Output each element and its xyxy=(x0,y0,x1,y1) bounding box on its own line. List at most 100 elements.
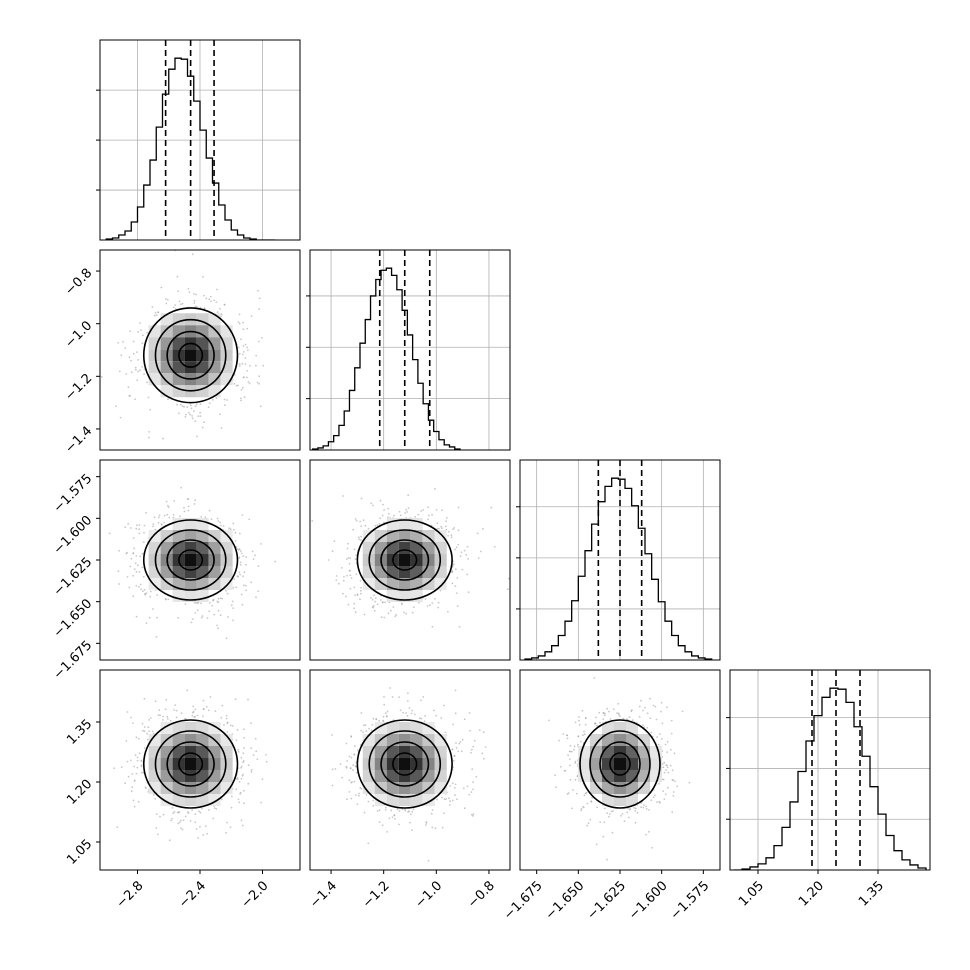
scatter-point xyxy=(393,814,396,816)
contour-line xyxy=(166,741,215,787)
scatter-point xyxy=(162,437,164,440)
scatter-point xyxy=(145,787,147,790)
scatter-point xyxy=(171,817,174,820)
histogram-bars-0 xyxy=(105,57,275,240)
contour-line xyxy=(166,539,215,581)
scatter-point xyxy=(172,812,175,814)
scatter-point xyxy=(258,308,260,311)
scatter-point xyxy=(456,798,458,801)
scatter-point xyxy=(142,575,145,578)
scatter-point xyxy=(216,624,219,627)
scatter-point xyxy=(372,799,374,802)
scatter-point xyxy=(149,717,152,719)
scatter-point xyxy=(578,716,580,718)
scatter-point xyxy=(140,764,143,767)
scatter-point xyxy=(162,715,165,718)
scatter-point xyxy=(142,334,144,337)
density-cell xyxy=(172,746,185,758)
scatter-point xyxy=(676,785,678,788)
scatter-point xyxy=(223,724,225,726)
scatter-point xyxy=(238,557,240,559)
density-cell xyxy=(220,554,233,566)
scatter-point xyxy=(235,384,238,387)
scatter-point xyxy=(127,386,130,389)
scatter-point xyxy=(196,435,198,438)
contour-line xyxy=(178,342,204,368)
scatter-point xyxy=(235,586,238,588)
scatter-point xyxy=(154,700,157,703)
scatter-point xyxy=(467,591,470,594)
density-cell xyxy=(398,530,411,542)
scatter-point xyxy=(190,407,193,410)
scatter-point xyxy=(215,397,218,400)
scatter-point xyxy=(349,767,352,770)
scatter-point xyxy=(399,709,402,712)
scatter-point xyxy=(420,699,422,702)
scatter-point xyxy=(258,375,260,378)
scatter-point xyxy=(265,760,268,763)
scatter-point xyxy=(163,521,166,524)
scatter-point xyxy=(387,513,390,515)
scatter-point xyxy=(468,793,471,796)
scatter-point xyxy=(342,592,344,595)
scatter-point xyxy=(204,516,207,519)
scatter-point xyxy=(610,810,613,813)
scatter-point xyxy=(242,555,245,557)
scatter-point xyxy=(422,696,425,698)
scatter-point xyxy=(247,782,250,785)
scatter-point xyxy=(240,397,242,400)
scatter-point xyxy=(139,322,141,324)
scatter-point xyxy=(139,583,142,586)
scatter-point xyxy=(242,789,245,792)
scatter-point xyxy=(395,614,398,616)
density-cell xyxy=(362,530,375,542)
scatter-point xyxy=(117,342,120,344)
scatter-point xyxy=(137,359,140,361)
scatter-point xyxy=(237,346,240,349)
scatter-point xyxy=(471,768,474,771)
scatter-point xyxy=(633,807,635,809)
scatter-point xyxy=(576,792,578,795)
scatter-point xyxy=(458,742,461,745)
scatter-point xyxy=(373,594,375,597)
scatter-point xyxy=(404,809,407,812)
scatter-point xyxy=(237,751,240,753)
scatter-point xyxy=(341,776,344,779)
scatter-point xyxy=(175,709,178,712)
scatter-point xyxy=(197,837,200,839)
scatter-point xyxy=(411,811,414,813)
scatter-point xyxy=(339,763,342,765)
scatter-point xyxy=(196,714,199,717)
scatter-point xyxy=(439,589,442,592)
scatter-point xyxy=(164,708,167,711)
scatter-point xyxy=(130,527,132,529)
scatter-point xyxy=(360,729,363,732)
density-cell xyxy=(148,349,161,362)
scatter-point xyxy=(257,565,260,567)
density-frame-1-2 xyxy=(309,459,511,661)
scatter-point xyxy=(141,566,144,569)
scatter-point xyxy=(186,689,189,692)
density-cell xyxy=(410,722,423,734)
scatter-point xyxy=(241,362,244,365)
scatter-point xyxy=(443,812,445,815)
scatter-point xyxy=(237,798,240,801)
histogram-frame-2 xyxy=(519,459,721,661)
scatter-point xyxy=(406,511,409,513)
scatter-point xyxy=(132,595,135,598)
scatter-point xyxy=(179,819,182,822)
density-cell xyxy=(160,578,173,590)
scatter-point xyxy=(125,552,128,555)
scatter-point xyxy=(191,809,194,811)
scatter-point xyxy=(367,842,370,845)
scatter-point xyxy=(388,817,391,820)
scatter-point xyxy=(200,616,203,619)
scatter-point xyxy=(143,373,146,376)
density-cell xyxy=(434,530,447,542)
scatter-point xyxy=(452,759,455,762)
scatter-point xyxy=(220,427,223,429)
scatter-point xyxy=(448,797,450,800)
scatter-point xyxy=(370,729,373,732)
scatter-point xyxy=(140,760,143,763)
scatter-point xyxy=(132,799,135,802)
